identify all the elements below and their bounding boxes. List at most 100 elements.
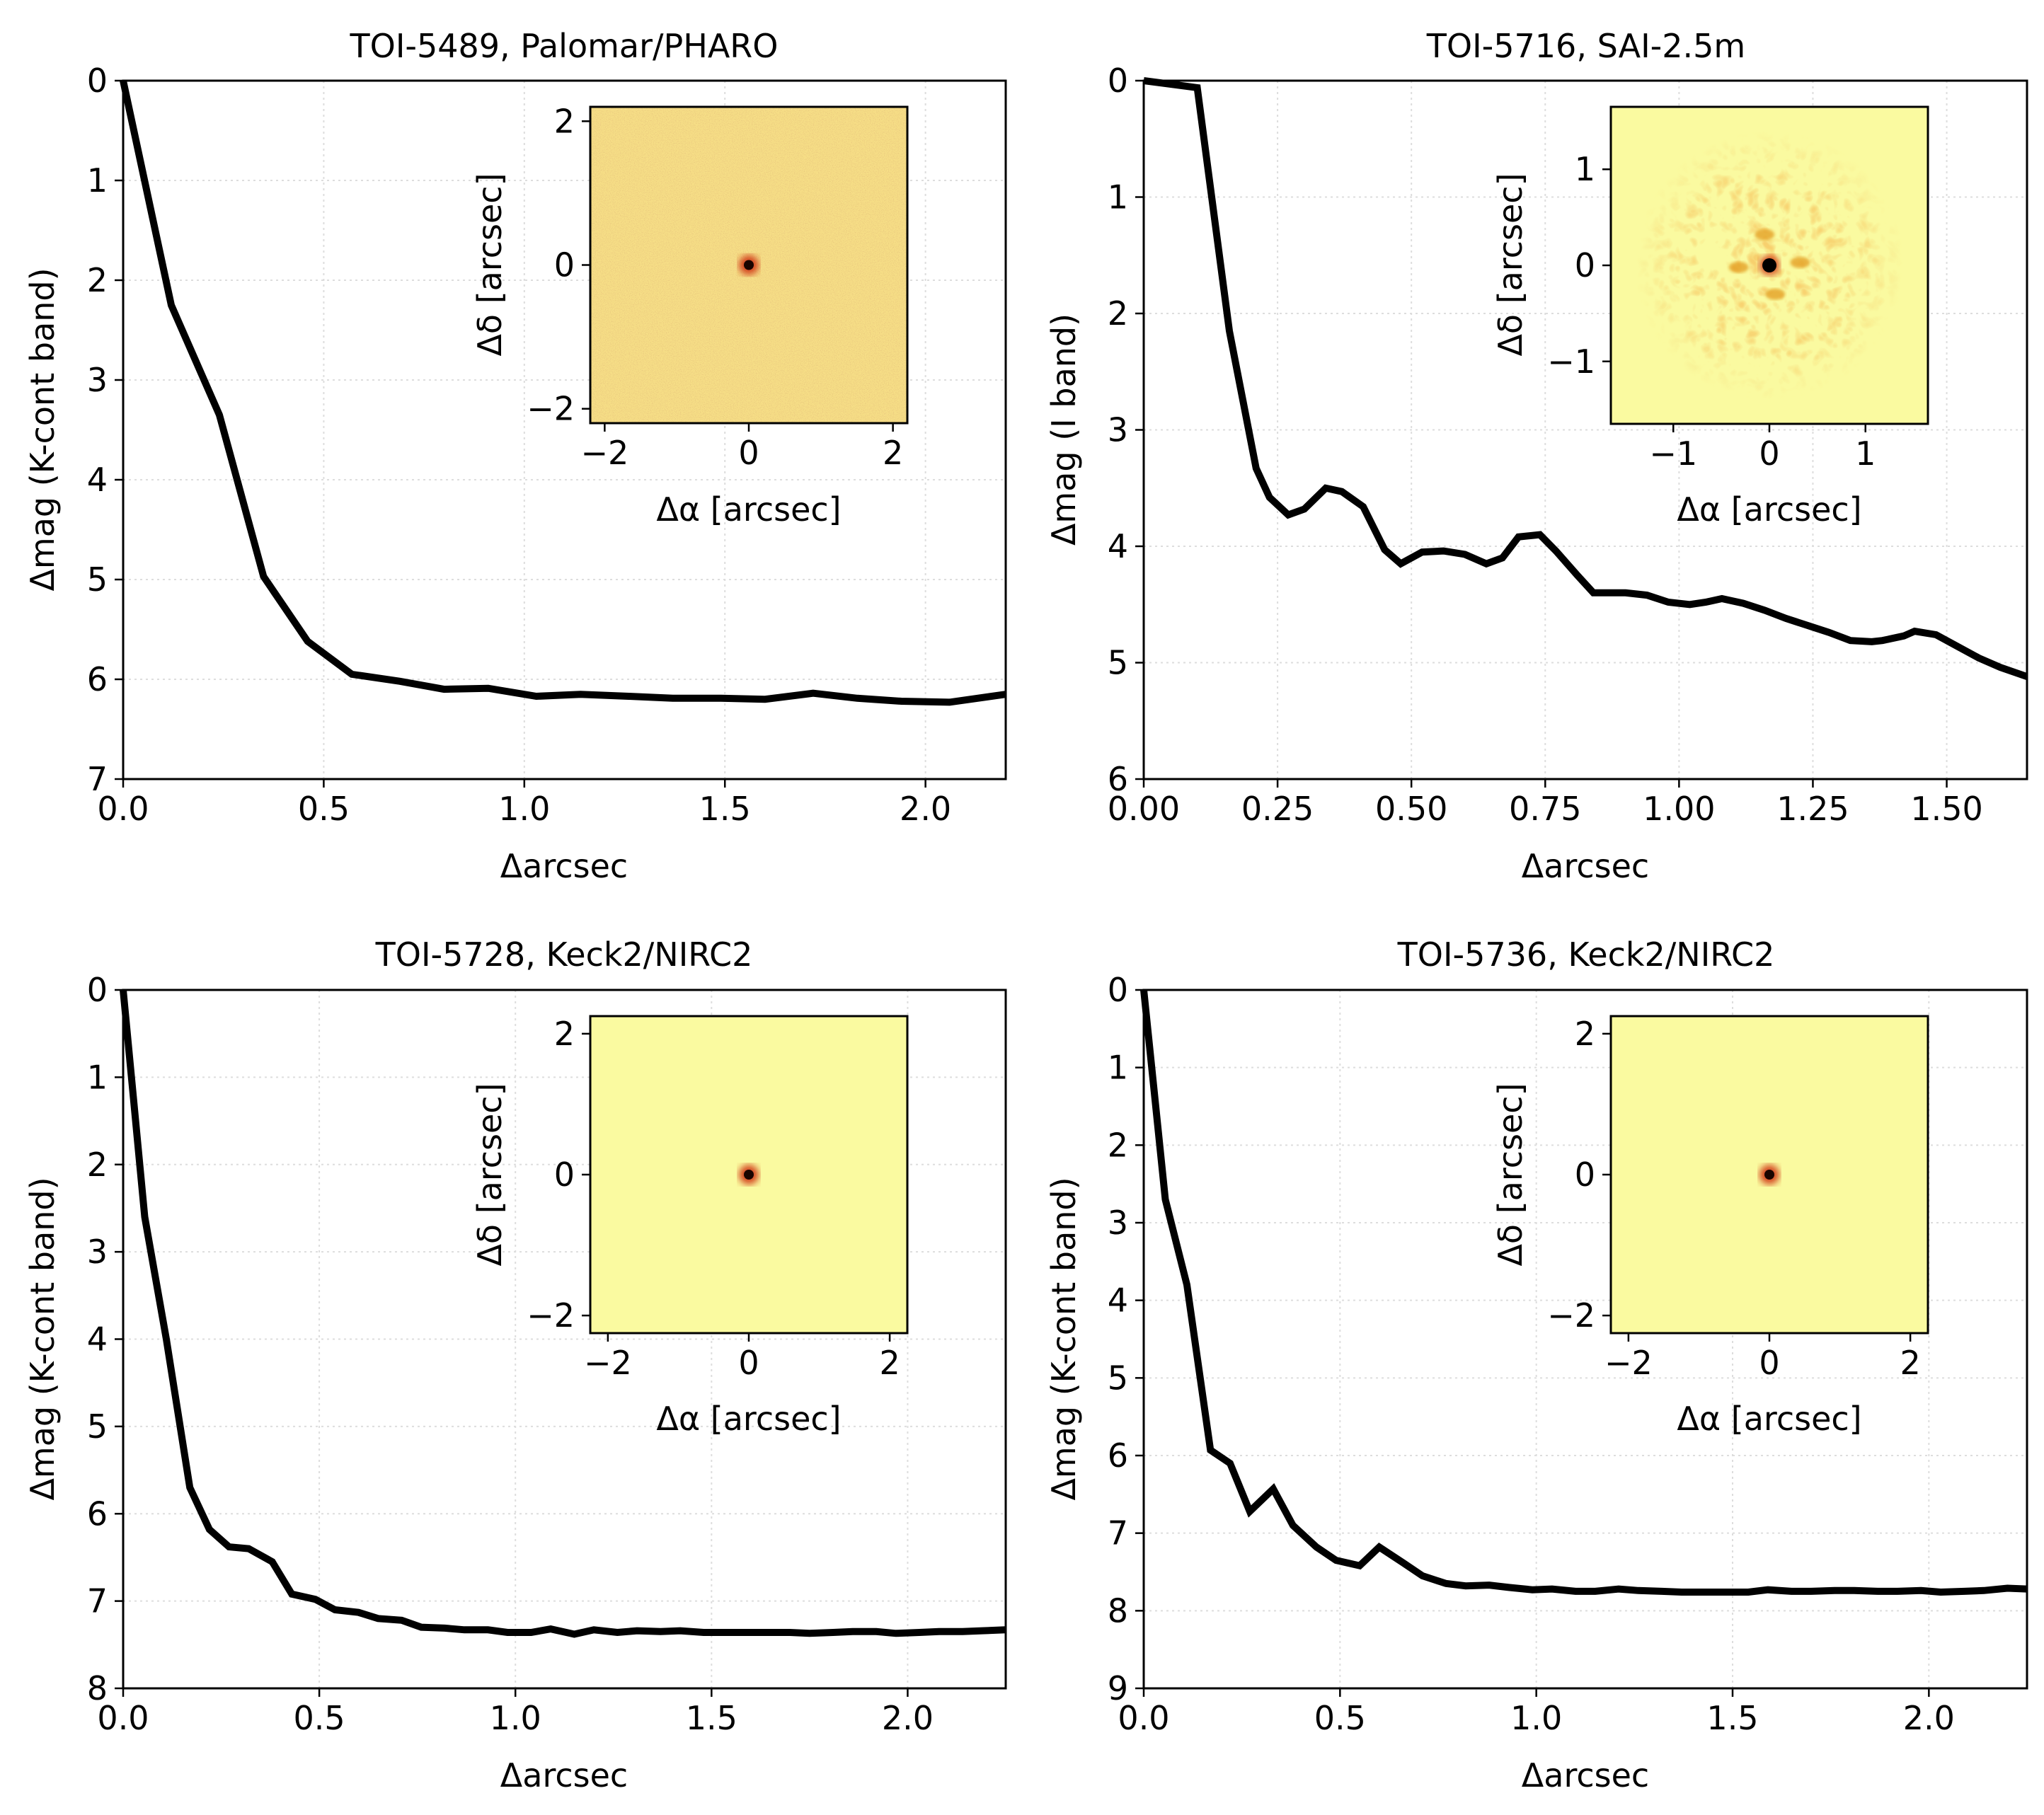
inset-source-core [1762,258,1776,272]
y-tick-label: 0 [1108,62,1128,100]
inset-x-tick-label: −2 [580,434,628,472]
contrast-curve-group [120,989,1006,1638]
inset-y-tick-label: 0 [554,246,575,284]
x-tick-label: 0.0 [1118,1699,1169,1737]
inset-y-tick-label: 2 [554,102,575,140]
inset-x-axis: −2 0 2 [1604,1333,1921,1382]
y-tick-label: 0 [87,62,108,100]
inset-image-render [590,107,907,423]
chart-title: TOI-5736, Keck2/NIRC2 [1397,935,1775,974]
inset-image-render [1611,1016,1928,1333]
y-axis-label: Δmag (K-cont band) [23,267,62,591]
y-tick-label: 7 [1108,1514,1128,1552]
y-tick-label: 3 [87,1233,108,1271]
x-axis-label: Δarcsec [500,847,628,885]
inset-x-tick-label: 1 [1855,434,1876,473]
inset-speckle-lobe [1728,261,1749,273]
y-tick-label: 8 [1108,1591,1128,1630]
inset-speckle-lobe [1755,229,1775,241]
panel-toi-5736: TOI-5736, Keck2/NIRC2 0.0 0.5 1.0 1.5 2.0 0 1… [1045,935,2028,1794]
contrast-curve-line [1143,77,2028,680]
chart-title: TOI-5716, SAI-2.5m [1426,27,1745,65]
inset-image-render [590,1016,907,1333]
x-tick-label: 0.0 [97,1699,149,1737]
inset-x-tick-label: 0 [738,434,759,472]
inset-y-axis-label: Δδ [arcsec] [1491,173,1529,356]
inset-y-tick-label: −1 [1547,342,1595,381]
x-tick-label: 0.75 [1509,790,1581,828]
inset-x-tick-label: 0 [1759,434,1779,473]
x-axis-label: Δarcsec [500,1756,628,1794]
panel-toi-5728: TOI-5728, Keck2/NIRC2 0.0 0.5 1.0 1.5 2.0 0 1… [23,935,1007,1794]
inset-y-tick-label: 2 [1575,1015,1595,1053]
contrast-curve-line [1140,989,2028,1596]
inset-speckle-lobe [1790,256,1810,268]
y-tick-label: 0 [87,971,108,1009]
inset-x-tick-label: −2 [1604,1344,1653,1382]
chart-title: TOI-5728, Keck2/NIRC2 [375,935,753,974]
y-tick-label: 5 [87,560,108,599]
inset-source-core [1764,1170,1774,1180]
inset-y-axis-label: Δδ [arcsec] [471,173,509,356]
inset-y-axis: −2 0 2 [1547,1015,1611,1335]
x-tick-label: 0.5 [298,790,350,828]
inset-x-tick-label: 0 [1759,1344,1779,1382]
inset-image: −2 0 2 −2 0 2 Δα [arcsec] Δδ [arcsec] [471,102,909,529]
y-axis: 0 1 2 3 4 5 6 7 8 9 [1108,971,1144,1707]
plot-frame [122,79,1007,780]
x-tick-label: 0.25 [1241,790,1314,828]
inset-x-tick-label: 2 [879,1344,900,1382]
y-axis: 0 1 2 3 4 5 6 7 8 [87,971,123,1707]
x-tick-label: 2.0 [1903,1699,1955,1737]
y-tick-label: 6 [87,660,108,698]
y-tick-label: 1 [1108,1049,1128,1087]
y-tick-label: 4 [1108,1281,1128,1320]
contrast-curve-group [1143,77,2028,680]
inset-y-axis: −2 0 2 [527,102,590,428]
y-tick-label: 9 [1108,1669,1128,1707]
y-tick-label: 3 [87,361,108,399]
x-tick-label: 1.5 [686,1699,737,1737]
inset-x-tick-label: −2 [584,1344,632,1382]
y-axis: 0 1 2 3 4 5 6 [1108,62,1144,798]
x-tick-label: 1.5 [1706,1699,1758,1737]
y-tick-label: 8 [87,1669,108,1707]
contrast-curve-group [1140,989,2028,1596]
inset-y-axis-label: Δδ [arcsec] [471,1083,509,1266]
inset-image: −1 0 1 −1 0 1 Δα [arcsec] Δδ [arcsec] [1491,105,1929,529]
y-axis: 0 1 2 3 4 5 6 7 [87,62,123,798]
inset-y-tick-label: −2 [527,390,575,428]
y-tick-label: 2 [87,261,108,299]
x-tick-label: 1.50 [1910,790,1982,828]
y-tick-label: 3 [1108,411,1128,449]
x-tick-label: 0.50 [1375,790,1447,828]
y-tick-label: 1 [87,1058,108,1096]
y-tick-label: 5 [1108,644,1128,682]
inset-x-axis: −2 0 2 [584,1333,900,1382]
inset-y-tick-label: 0 [554,1156,575,1194]
x-tick-label: 0.0 [97,790,149,828]
x-tick-label: 0.5 [294,1699,345,1737]
x-tick-label: 1.00 [1643,790,1715,828]
contrast-curve-line [120,79,1006,706]
inset-x-axis-label: Δα [arcsec] [656,490,841,529]
x-axis-label: Δarcsec [1522,847,1649,885]
inset-source-core [744,1170,754,1180]
y-tick-label: 7 [87,1582,108,1620]
inset-y-axis: −2 0 2 [527,1015,590,1335]
inset-x-tick-label: 2 [883,434,903,472]
inset-y-tick-label: 0 [1575,246,1595,284]
y-tick-label: 4 [1108,527,1128,565]
y-axis-label: Δmag (K-cont band) [23,1177,62,1500]
y-tick-label: 5 [1108,1359,1128,1397]
inset-y-tick-label: −2 [1547,1296,1595,1335]
x-tick-label: 2.0 [900,790,951,828]
inset-x-axis-label: Δα [arcsec] [656,1400,841,1438]
x-tick-label: 1.25 [1776,790,1849,828]
inset-y-axis: −1 0 1 [1547,150,1611,381]
inset-speckle-lobe [1765,288,1786,300]
x-tick-label: 1.0 [1510,1699,1562,1737]
y-tick-label: 7 [87,760,108,798]
inset-x-axis: −1 0 1 [1649,424,1876,473]
